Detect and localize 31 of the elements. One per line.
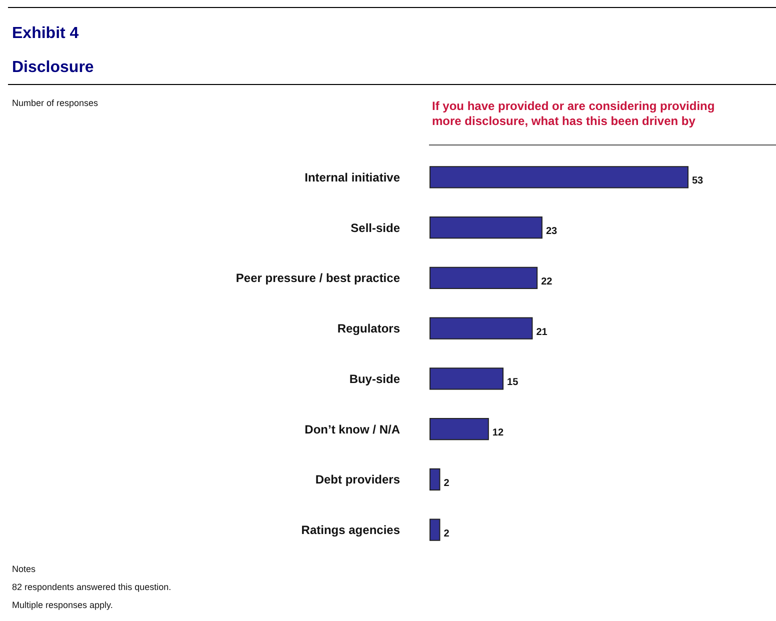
data-label: 2 bbox=[444, 528, 450, 540]
text: If you have provided or are considering providing more disclosure, what has this been driven by bbox=[432, 99, 715, 128]
data-label: 53 bbox=[692, 176, 704, 187]
text: Notes bbox=[12, 564, 36, 574]
y-tick-label: Ratings agencies bbox=[301, 523, 400, 538]
data-label: 21 bbox=[536, 326, 548, 338]
data-label: 15 bbox=[507, 377, 519, 388]
y-tick-label: Debt providers bbox=[315, 472, 400, 487]
y-tick-label: Buy-side bbox=[349, 372, 400, 386]
bar bbox=[430, 468, 440, 491]
text: 82 respondents answered this question. bbox=[12, 582, 172, 592]
bar bbox=[430, 317, 533, 340]
y-tick-label: Don’t know / N/A bbox=[304, 422, 400, 436]
bar bbox=[430, 166, 688, 188]
text: Number of responses bbox=[12, 98, 99, 108]
bar bbox=[430, 266, 538, 290]
bar bbox=[430, 418, 489, 440]
bar bbox=[430, 518, 440, 541]
bar bbox=[430, 216, 542, 239]
y-tick-label: Internal initiative bbox=[304, 170, 400, 184]
text: Disclosure bbox=[12, 59, 94, 76]
y-tick-label: Peer pressure / best practice bbox=[236, 271, 400, 286]
data-label: 2 bbox=[444, 478, 450, 489]
data-label: 23 bbox=[546, 226, 558, 238]
text: Multiple responses apply. bbox=[12, 600, 113, 610]
data-label: 22 bbox=[541, 276, 553, 288]
data-label: 12 bbox=[492, 428, 504, 439]
y-tick-label: Regulators bbox=[337, 322, 400, 336]
text: Exhibit 4 bbox=[12, 25, 79, 42]
y-tick-label: Sell-side bbox=[350, 220, 400, 235]
bar bbox=[430, 368, 504, 390]
